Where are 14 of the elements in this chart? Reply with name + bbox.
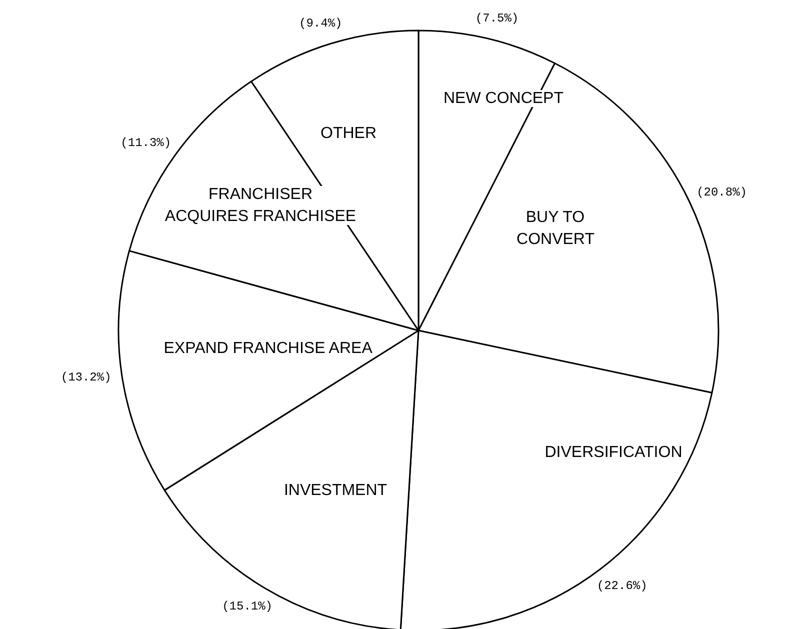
slice-label: OTHER bbox=[320, 125, 376, 142]
data-label: (20.8%) bbox=[696, 185, 747, 200]
slice-label: DIVERSIFICATION bbox=[544, 444, 682, 461]
data-label: (22.6%) bbox=[596, 578, 648, 593]
data-label: (7.5%) bbox=[475, 11, 519, 26]
slice-label: INVESTMENT bbox=[284, 482, 388, 499]
data-label: (13.2%) bbox=[60, 370, 112, 384]
data-label: (15.1%) bbox=[222, 600, 273, 614]
slice-label: NEW CONCEPT bbox=[444, 90, 564, 107]
slice-label: FRANCHISER ACQUIRES FRANCHISEE bbox=[164, 186, 356, 226]
data-label: (11.3%) bbox=[120, 136, 172, 150]
data-label: (9.4%) bbox=[299, 16, 342, 30]
slice-label: BUY TO CONVERT bbox=[516, 208, 595, 248]
slice-label: EXPAND FRANCHISE AREA bbox=[164, 340, 373, 357]
